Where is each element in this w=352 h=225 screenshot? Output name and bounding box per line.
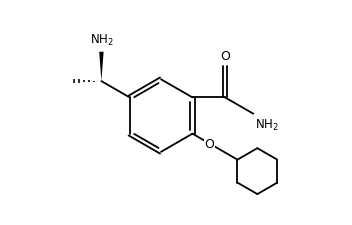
Text: O: O	[204, 137, 214, 150]
Text: O: O	[220, 50, 230, 63]
Text: NH$_2$: NH$_2$	[89, 33, 113, 48]
Polygon shape	[99, 52, 103, 82]
Text: NH$_2$: NH$_2$	[254, 117, 278, 132]
